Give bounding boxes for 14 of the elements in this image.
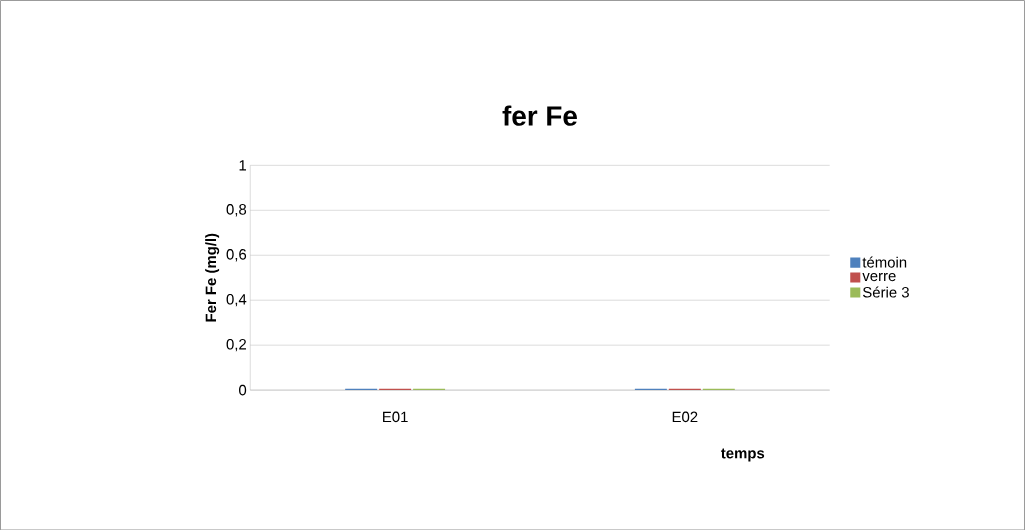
x-tick-label: E02 [672,411,698,422]
y-axis-title: Fer Fe (mg/l) [205,233,220,322]
y-tick-label: 0 [239,384,247,396]
y-tick-label: 0,4 [226,293,247,307]
legend-label: témoin [862,256,907,268]
y-tick-label: 0,2 [226,338,246,352]
x-tick-label: E01 [383,411,408,422]
x-axis-title: temps [720,448,765,462]
chart-title: fer Fe [502,105,577,126]
y-tick-label: 1 [239,159,247,171]
y-tick-label: 0,8 [226,203,247,217]
y-tick-label: 0,6 [226,248,247,262]
legend-label: verre [862,272,896,281]
legend-label: Série 3 [862,286,909,298]
